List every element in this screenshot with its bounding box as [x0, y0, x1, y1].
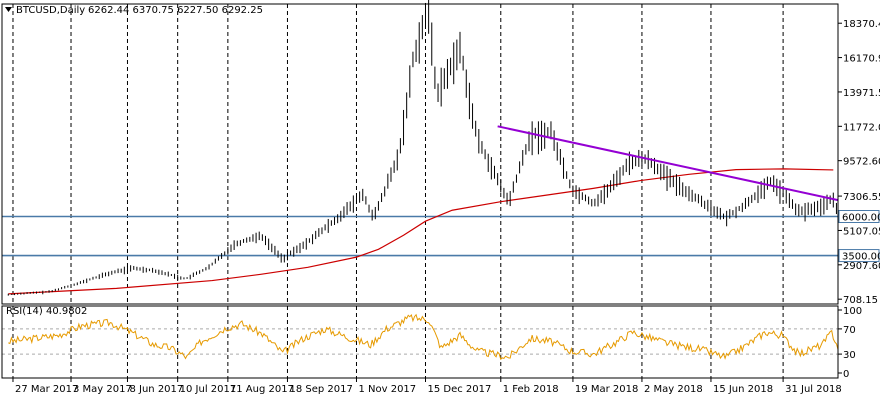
x-tick-label: 18 Sep 2017 [289, 384, 352, 395]
x-tick-label: 19 Mar 2018 [575, 384, 638, 395]
price-tick-label: 13971.50 [843, 88, 880, 99]
trendline-segment [497, 125, 839, 202]
x-tick-label: 15 Dec 2017 [427, 384, 491, 395]
x-tick-label: 15 Jun 2018 [713, 384, 773, 395]
support-price-label: 3500.00 [842, 252, 880, 263]
x-tick-label: 2 May 2018 [644, 384, 703, 395]
chart-frame [1, 3, 839, 379]
x-tick-label: 3 May 2017 [73, 384, 132, 395]
chart-header: BTCUSD,Daily 6262.44 6370.75 6227.50 629… [5, 5, 263, 16]
support-price-box [838, 210, 880, 223]
candles [7, 0, 837, 296]
x-tick-label: 1 Feb 2018 [503, 384, 559, 395]
rsi-tick-label: 100 [843, 306, 862, 317]
x-tick-label: 27 Mar 2017 [15, 384, 78, 395]
x-tick-label: 31 Jul 2018 [785, 384, 842, 395]
x-tick-label: 8 Jun 2017 [129, 384, 183, 395]
ohlc-values: 6262.44 6370.75 6227.50 6292.25 [88, 5, 263, 16]
price-tick-label: 5107.05 [843, 226, 880, 237]
price-tick-label: 18370.40 [843, 19, 880, 30]
price-tick-label: 708.15 [843, 295, 878, 306]
x-tick-label: 10 Jul 2017 [180, 384, 237, 395]
moving-average [8, 168, 834, 295]
price-tick-label: 11772.05 [843, 122, 880, 133]
symbol-label: BTCUSD,Daily [16, 5, 85, 16]
price-tick-label: 16170.95 [843, 54, 880, 65]
rsi-label: RSI(14) 40.9802 [6, 306, 87, 317]
x-tick-label: 1 Nov 2017 [358, 384, 416, 395]
moving-average-line [8, 168, 834, 295]
rsi-tick-label: 0 [843, 369, 849, 380]
rsi-plot [2, 313, 839, 361]
triangle-down-icon[interactable] [5, 7, 12, 12]
rsi-plot-border [1, 305, 839, 379]
price-tick-label: 7306.55 [843, 192, 880, 203]
support-price-box [838, 249, 880, 263]
support-price-label: 6000.00 [842, 213, 880, 224]
rsi-line [8, 313, 839, 361]
main-plot-border [1, 3, 839, 305]
rsi-tick-label: 30 [843, 350, 856, 361]
rsi-tick-label: 70 [843, 325, 856, 336]
price-tick-label: 2907.60 [843, 261, 880, 272]
price-tick-label: 9572.60 [843, 157, 880, 168]
trendline[interactable] [497, 125, 839, 202]
support-levels: 6000.00 3500.00 [2, 210, 880, 263]
x-tick-label: 11 Aug 2017 [230, 384, 294, 395]
